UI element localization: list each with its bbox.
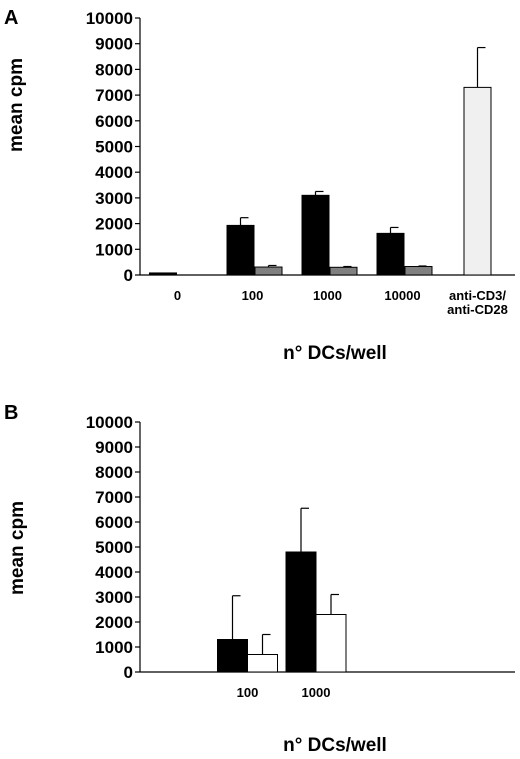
panel-a-x-axis-title: n° DCs/well bbox=[283, 343, 387, 364]
panel-b: B mean cpm n° DCs/well 0 1000 2000 3000 4000… bbox=[4, 402, 515, 756]
panel-b-y-tick-label: 5000 bbox=[95, 538, 133, 557]
panel-a-y-tick-label: 9000 bbox=[95, 35, 133, 54]
panel-b-y-tick-label: 0 bbox=[124, 663, 133, 682]
panel-b-y-axis-title: mean cpm bbox=[7, 501, 28, 595]
panel-a-y-tick-label: 4000 bbox=[95, 163, 133, 182]
panel-a-category-label: anti-CD3/ bbox=[449, 288, 506, 303]
panel-b-label: B bbox=[4, 402, 18, 424]
panel-b-y-tick-label: 7000 bbox=[95, 488, 133, 507]
panel-a-category-label: 10000 bbox=[384, 288, 420, 303]
panel-a-y-tick-label: 7000 bbox=[95, 86, 133, 105]
panel-b-y-tick-label: 8000 bbox=[95, 463, 133, 482]
panel-b-bar bbox=[247, 654, 278, 673]
panel-a-bar bbox=[301, 194, 330, 276]
panel-a-y-tick-label: 5000 bbox=[95, 138, 133, 157]
panel-b-y-tick-label: 10000 bbox=[86, 413, 133, 432]
panel-a-y-tick-label: 8000 bbox=[95, 60, 133, 79]
panel-b-y-tick-label: 3000 bbox=[95, 588, 133, 607]
panel-a-label: A bbox=[4, 7, 18, 29]
panel-a-y-tick-label: 3000 bbox=[95, 189, 133, 208]
panel-a-y-tick-label: 10000 bbox=[86, 9, 133, 28]
panel-a-bar bbox=[376, 232, 405, 276]
panel-a-y-tick-label: 6000 bbox=[95, 112, 133, 131]
panel-a-y-tick-label: 2000 bbox=[95, 215, 133, 234]
panel-a-category-label: 1000 bbox=[313, 288, 342, 303]
panel-a-bar bbox=[226, 224, 255, 276]
panel-b-bar bbox=[285, 551, 317, 673]
panel-a-category-label: anti-CD28 bbox=[447, 302, 508, 317]
panel-a: A mean cpm n° DCs/well 01000200030004000… bbox=[4, 7, 515, 364]
panel-b-y-tick-label: 4000 bbox=[95, 563, 133, 582]
panel-b-y-tick-label: 2000 bbox=[95, 613, 133, 632]
panel-b-category-label: 100 bbox=[237, 685, 259, 700]
panel-b-y-tick-label: 1000 bbox=[95, 638, 133, 657]
panel-a-bar bbox=[149, 272, 177, 276]
panel-a-y-tick-label: 1000 bbox=[95, 240, 133, 259]
panel-a-y-tick-label: 0 bbox=[124, 266, 133, 285]
panel-a-bar bbox=[254, 266, 283, 276]
panel-b-bar bbox=[315, 614, 347, 673]
panel-a-category-label: 100 bbox=[242, 288, 264, 303]
panel-b-category-label: 1000 bbox=[302, 685, 331, 700]
panel-a-bar bbox=[404, 266, 433, 276]
panel-b-x-axis-title: n° DCs/well bbox=[283, 735, 387, 756]
panel-a-category-label: 0 bbox=[174, 288, 181, 303]
panel-a-y-axis-title: mean cpm bbox=[6, 58, 27, 152]
panel-b-y-tick-label: 9000 bbox=[95, 438, 133, 457]
panel-b-bar bbox=[217, 639, 248, 673]
panel-a-bar bbox=[463, 86, 492, 276]
panel-a-bar bbox=[329, 266, 358, 276]
panel-b-y-tick-label: 6000 bbox=[95, 513, 133, 532]
